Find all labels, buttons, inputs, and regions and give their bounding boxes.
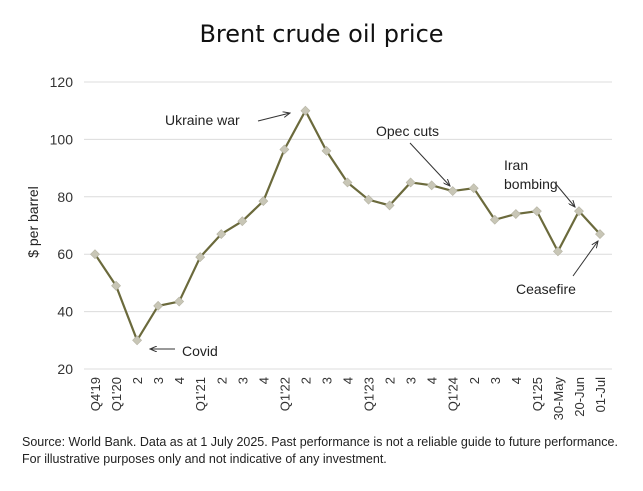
x-tick-label: 3 (235, 377, 250, 384)
x-tick-label: 30-May (551, 377, 566, 421)
x-tick-label: 20-Jun (572, 377, 587, 417)
data-point (195, 252, 206, 262)
x-tick-label: Q1'20 (109, 377, 124, 411)
annotation-ceasefire: Ceasefire (516, 281, 576, 297)
data-point (426, 180, 437, 191)
data-point (342, 177, 353, 188)
y-tick-label: 20 (57, 361, 73, 377)
data-point (574, 206, 584, 217)
x-tick-label: 01-Jul (593, 377, 608, 413)
data-point (531, 206, 542, 217)
data-point (468, 183, 479, 194)
annotation-covid: Covid (182, 343, 218, 359)
data-point (111, 280, 121, 291)
annotation-arrow-iran (554, 182, 575, 207)
data-point (405, 177, 416, 188)
x-tick-label: Q4'19 (88, 377, 103, 411)
annotation-opec-cuts: Opec cuts (376, 123, 439, 139)
x-tick-label: Q1'24 (446, 377, 461, 411)
x-tick-label: 2 (214, 377, 229, 384)
x-tick-label: 4 (509, 377, 524, 384)
annotation-iran-bombing: Iran bombing (504, 157, 558, 192)
data-point (510, 209, 521, 219)
x-tick-label: Q1'22 (277, 377, 292, 411)
x-tick-label: Q1'25 (530, 377, 545, 411)
data-point (216, 229, 227, 240)
data-point (153, 300, 164, 311)
data-point (237, 216, 248, 227)
x-tick-label: 2 (130, 377, 145, 384)
data-point (552, 246, 563, 257)
x-tick-label: 4 (425, 377, 440, 384)
y-tick-label: 60 (57, 246, 73, 262)
x-tick-label: 3 (488, 377, 503, 384)
data-point (321, 145, 332, 156)
x-tick-label: Q1'23 (362, 377, 377, 411)
x-tick-label: 3 (404, 377, 419, 384)
annotation-arrow-ceasefire (572, 241, 598, 277)
x-tick-label: 3 (151, 377, 166, 384)
y-tick-label: 100 (50, 131, 74, 147)
x-tick-label: 4 (172, 377, 187, 384)
x-tick-label: Q1'21 (193, 377, 208, 411)
data-point (90, 249, 100, 260)
x-tick-label: 3 (319, 377, 334, 384)
data-point (279, 144, 290, 155)
x-tick-label: 2 (298, 377, 313, 384)
x-tick-label: 4 (341, 377, 356, 384)
source-note: Source: World Bank. Data as at 1 July 20… (22, 435, 618, 466)
data-point (447, 186, 458, 196)
y-tick-label: 80 (57, 189, 73, 205)
annotation-arrow-ukraine (257, 113, 290, 122)
x-tick-label: 2 (383, 377, 398, 384)
y-tick-label: 40 (57, 304, 73, 320)
data-point (489, 214, 500, 225)
price-line (94, 108, 601, 343)
data-point (595, 229, 605, 240)
data-point (258, 196, 269, 207)
data-point (363, 194, 374, 205)
chart-title: Brent crude oil price (199, 20, 444, 48)
data-point (384, 200, 395, 211)
data-point (174, 296, 185, 307)
data-point (300, 105, 311, 116)
annotation-arrow-opec (409, 142, 450, 186)
annotation-ukraine-war: Ukraine war (165, 112, 240, 128)
x-tick-label: 2 (467, 377, 482, 384)
data-point (132, 335, 143, 346)
x-tick-label: 4 (256, 377, 271, 384)
y-tick-label: 120 (50, 74, 74, 90)
